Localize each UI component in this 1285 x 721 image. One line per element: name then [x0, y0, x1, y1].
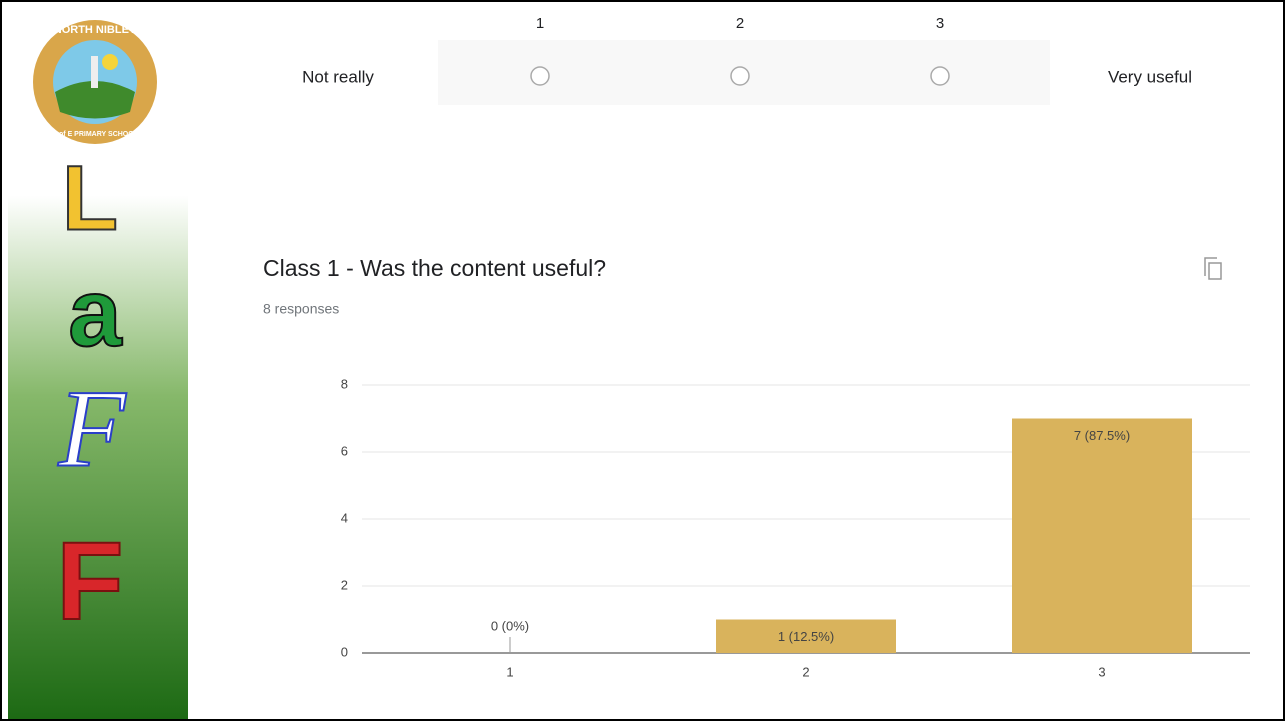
- scale-high-label: Very useful: [1108, 67, 1192, 86]
- bar: [716, 619, 896, 653]
- school-logo: NORTH NIBLEY C of E PRIMARY SCHOOL: [33, 20, 157, 144]
- radio-button[interactable]: [730, 66, 750, 86]
- y-tick-label: 2: [341, 577, 348, 592]
- logo-hill: [55, 81, 135, 119]
- x-tick-label: 3: [1098, 664, 1105, 679]
- logo-tower: [91, 56, 98, 88]
- copy-icon-front[interactable]: [1208, 262, 1222, 280]
- y-tick-label: 4: [341, 510, 348, 525]
- chart-title: Class 1 - Was the content useful?: [263, 255, 606, 281]
- chart-subtitle: 8 responses: [263, 301, 339, 317]
- radio-button[interactable]: [530, 66, 550, 86]
- scale-low-label: Not really: [302, 67, 374, 86]
- scale-number: 2: [736, 15, 744, 32]
- radio-button[interactable]: [930, 66, 950, 86]
- scale-number: 1: [536, 15, 544, 32]
- bar: [1012, 418, 1192, 653]
- letter-f-script: F: [57, 367, 127, 489]
- y-tick-label: 6: [341, 443, 348, 458]
- value-label: 7 (87.5%): [1074, 428, 1130, 443]
- copy-icon[interactable]: [1204, 257, 1222, 280]
- scale-number: 3: [936, 15, 944, 32]
- logo-bottom: C of E PRIMARY SCHOOL: [52, 131, 139, 138]
- letter-a: a: [68, 259, 122, 366]
- value-label: 0 (0%): [491, 618, 529, 633]
- y-tick-label: 8: [341, 376, 348, 391]
- letter-f-balloon: F: [56, 520, 123, 643]
- copy-icon-back[interactable]: [1204, 257, 1217, 276]
- letter-l: L: [62, 147, 118, 249]
- value-label: 1 (12.5%): [778, 629, 834, 644]
- x-tick-label: 1: [506, 664, 513, 679]
- x-tick-label: 2: [802, 664, 809, 679]
- y-tick-label: 0: [341, 644, 348, 659]
- logo-sun: [102, 54, 118, 70]
- logo-top: NORTH NIBLEY: [54, 24, 137, 36]
